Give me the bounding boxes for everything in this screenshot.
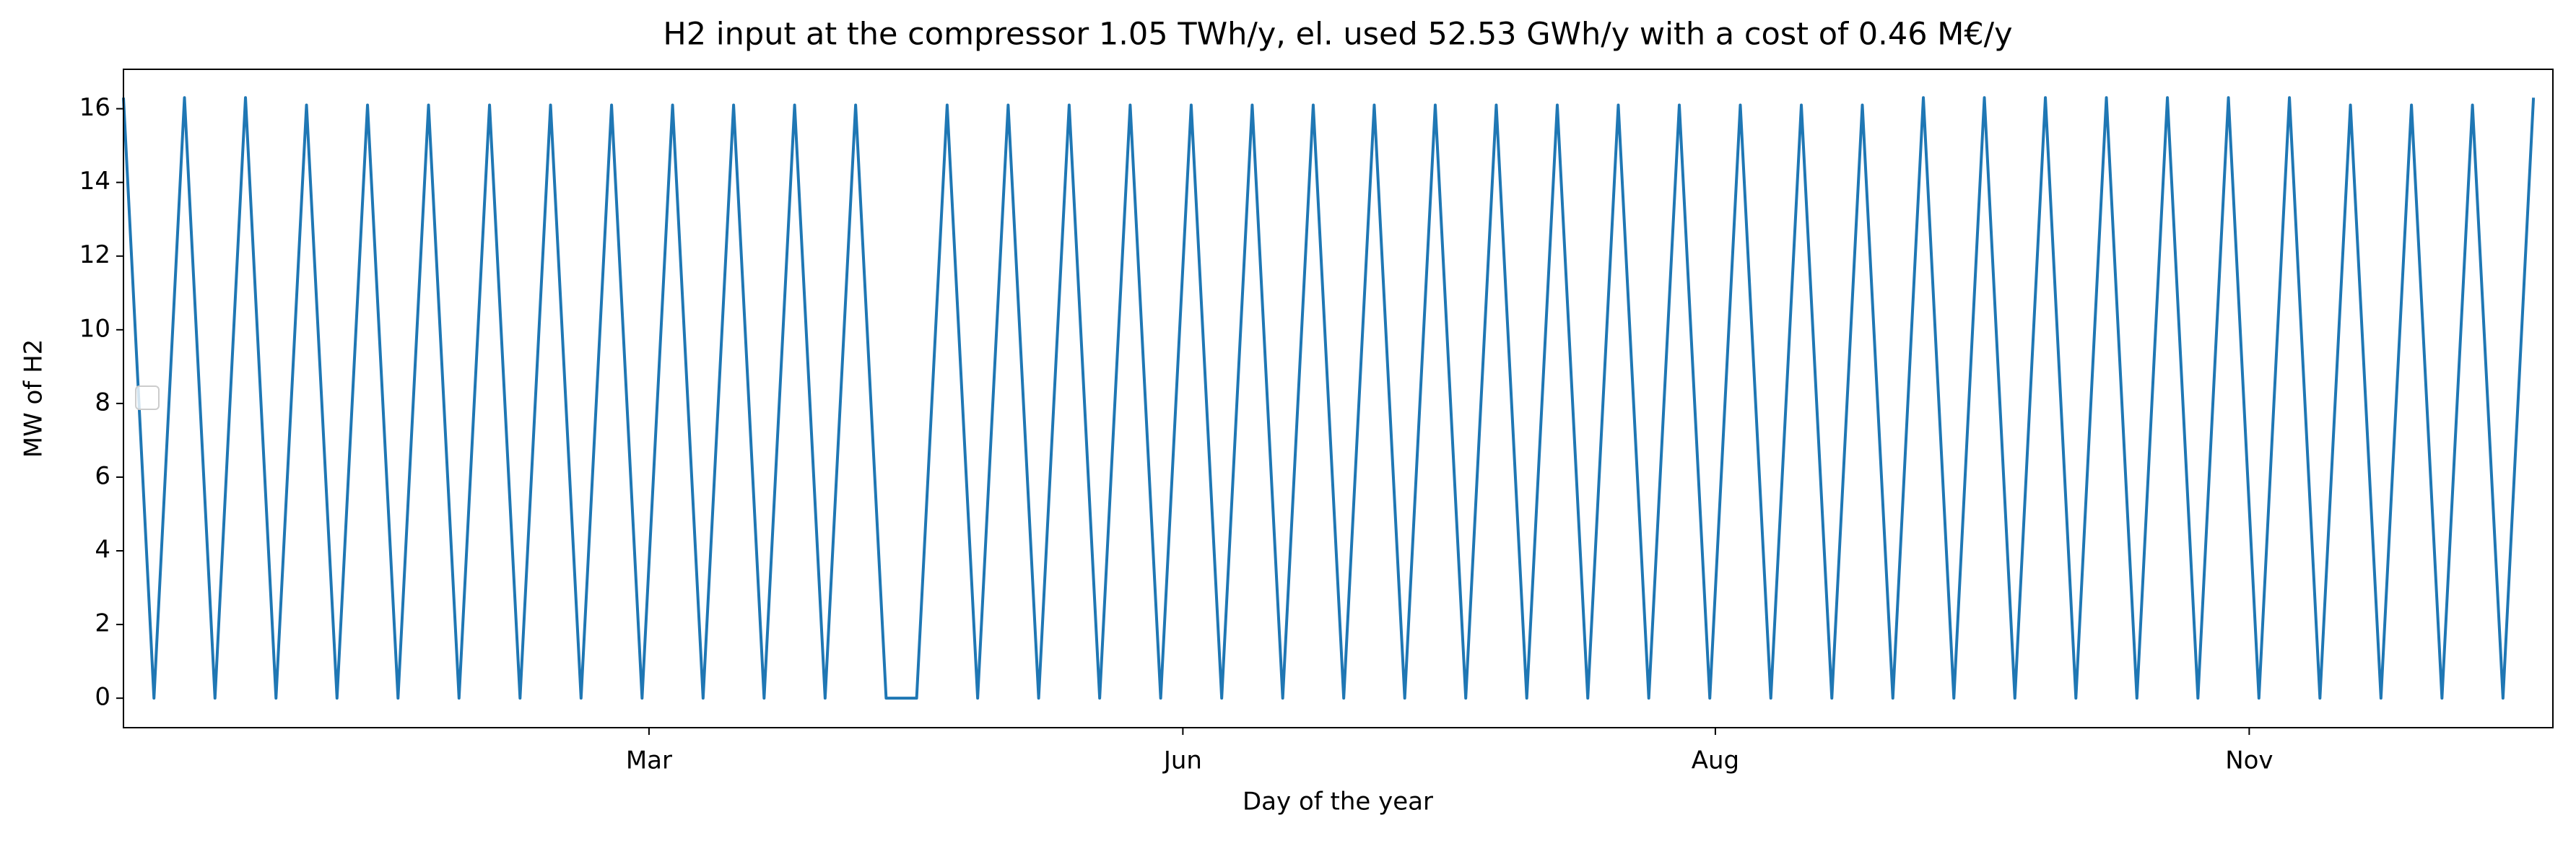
x-tick-label: Nov [2225, 746, 2273, 775]
y-axis-label: MW of H2 [19, 339, 48, 458]
x-tick-label: Mar [626, 746, 672, 775]
x-axis-label: Day of the year [1243, 788, 1433, 816]
y-tick-label: 14 [79, 167, 110, 196]
plot-frame [123, 69, 2554, 728]
y-tick-label: 16 [79, 93, 110, 122]
y-tick-label: 2 [95, 609, 110, 638]
y-tick-label: 12 [79, 240, 110, 269]
y-tick-label: 4 [95, 536, 110, 565]
x-tick-label: Aug [1692, 746, 1739, 775]
legend-box [135, 385, 160, 410]
x-tick-label: Jun [1162, 746, 1202, 775]
y-tick-label: 8 [95, 388, 110, 417]
y-tick-label: 6 [95, 461, 110, 490]
y-tick-label: 0 [95, 683, 110, 712]
line-series [122, 96, 2536, 700]
chart-title: H2 input at the compressor 1.05 TWh/y, e… [663, 17, 2012, 53]
y-tick-label: 10 [79, 314, 110, 343]
